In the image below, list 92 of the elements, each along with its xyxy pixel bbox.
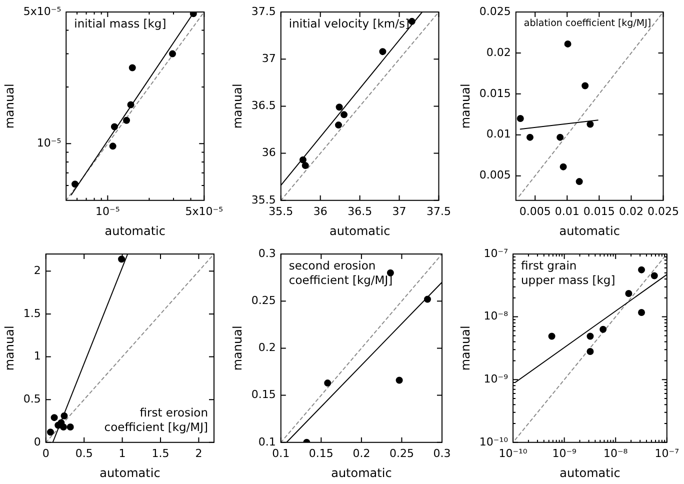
y-tick-label: 0.015 bbox=[479, 86, 511, 100]
point bbox=[556, 134, 564, 141]
x-tick-label: 0.025 bbox=[648, 204, 680, 218]
y-axis-title: manual bbox=[230, 326, 244, 371]
point bbox=[66, 423, 74, 430]
y-tick-label: 0.02 bbox=[486, 46, 511, 59]
text: initial mass [kg] bbox=[74, 16, 166, 31]
y-tick-label: 2 bbox=[34, 264, 41, 277]
x-tick-label: 37.5 bbox=[426, 204, 452, 218]
y-axis-title: manual bbox=[458, 326, 472, 371]
point bbox=[302, 162, 309, 170]
text: first erosion coefficient [kg/MJ] bbox=[104, 405, 208, 434]
x-axis-title: automatic bbox=[559, 224, 620, 238]
point bbox=[516, 114, 524, 122]
x-axis-title: automatic bbox=[331, 466, 392, 480]
x-tick-label: 0.02 bbox=[618, 204, 644, 218]
x-tick-label: 36.5 bbox=[348, 204, 372, 218]
y-tick-label: 37.5 bbox=[251, 4, 276, 18]
x-axis-title: automatic bbox=[104, 224, 166, 238]
y-tick-label: 5x10⁻⁵ bbox=[23, 4, 62, 18]
x-tick-label: 0.015 bbox=[583, 204, 615, 218]
point bbox=[340, 111, 348, 118]
x-tick-label: 0.25 bbox=[389, 446, 414, 460]
y-tick-label: 0.5 bbox=[23, 392, 41, 406]
y-tick-label: 10⁻¹⁰ bbox=[479, 435, 509, 448]
x-tick-label: 36 bbox=[313, 204, 328, 218]
y-tick-label: 0.2 bbox=[258, 341, 276, 354]
y-axis-title: manual bbox=[2, 326, 16, 371]
x-tick-label: 0.005 bbox=[519, 204, 551, 218]
x-tick-label: 10⁻⁹ bbox=[552, 446, 576, 460]
point bbox=[46, 428, 54, 436]
y-tick-label: 35.5 bbox=[251, 193, 276, 206]
y-tick-label: 10⁻⁸ bbox=[484, 310, 509, 323]
y-tick-label: 1.5 bbox=[23, 306, 41, 320]
x-tick-label: 10⁻⁵ bbox=[96, 204, 120, 218]
x-tick-label: 0.2 bbox=[352, 446, 370, 460]
y-tick-label: 10⁻⁵ bbox=[36, 136, 62, 150]
y-tick-label: 0.25 bbox=[251, 294, 276, 307]
point bbox=[576, 178, 583, 186]
x-tick-label: 10⁻⁸ bbox=[603, 446, 628, 460]
x-tick-label: 0.1 bbox=[272, 446, 290, 460]
point bbox=[396, 376, 403, 384]
x-tick-label: 1 bbox=[118, 446, 126, 460]
point bbox=[60, 412, 68, 420]
text: initial velocity [km/s] bbox=[288, 16, 410, 31]
y-tick-label: 0.3 bbox=[258, 246, 276, 260]
point bbox=[408, 18, 416, 25]
point bbox=[50, 414, 58, 422]
x-tick-label: 37 bbox=[392, 204, 406, 218]
y-tick-label: 1 bbox=[34, 350, 41, 363]
x-tick-label: 0.01 bbox=[554, 204, 580, 218]
point bbox=[564, 40, 572, 48]
point bbox=[582, 82, 589, 90]
point bbox=[586, 120, 594, 128]
y-axis-title: manual bbox=[2, 84, 16, 129]
point bbox=[299, 156, 306, 164]
y-tick-label: 10⁻⁷ bbox=[484, 246, 508, 260]
x-tick-label: 2 bbox=[195, 446, 202, 460]
text: first grain upper mass [kg] bbox=[521, 258, 616, 288]
y-tick-label: 0.005 bbox=[479, 168, 511, 182]
x-axis-title: automatic bbox=[100, 466, 160, 480]
point bbox=[526, 134, 534, 141]
y-axis-title: manual bbox=[230, 84, 244, 129]
y-tick-label: 0.15 bbox=[251, 388, 276, 402]
y-tick-label: 0.1 bbox=[258, 435, 276, 448]
y-tick-label: 0.01 bbox=[486, 128, 511, 141]
point bbox=[379, 48, 386, 56]
point bbox=[336, 104, 343, 111]
point bbox=[324, 380, 332, 387]
y-tick-label: 0 bbox=[34, 435, 41, 448]
point bbox=[560, 163, 567, 170]
y-tick-label: 36 bbox=[262, 146, 276, 160]
y-tick-label: 10⁻⁹ bbox=[484, 372, 508, 386]
point bbox=[335, 122, 342, 129]
x-tick-label: 1.5 bbox=[152, 446, 170, 460]
x-tick-label: 10⁻⁷ bbox=[654, 446, 680, 460]
y-tick-label: 36.5 bbox=[251, 99, 276, 112]
point bbox=[60, 423, 67, 430]
x-tick-label: 0.5 bbox=[75, 446, 93, 460]
x-axis-title: automatic bbox=[560, 466, 620, 480]
y-tick-label: 37 bbox=[262, 52, 276, 65]
y-axis-title: manual bbox=[458, 84, 472, 129]
point bbox=[424, 296, 431, 303]
y-tick-label: 0.025 bbox=[479, 4, 511, 18]
x-tick-label: 5x10⁻⁵ bbox=[185, 204, 224, 218]
text: second erosion coefficient [kg/MJ] bbox=[288, 258, 393, 288]
point bbox=[118, 256, 126, 263]
x-tick-label: 10⁻¹⁰ bbox=[498, 446, 528, 460]
text: ablation coefficient [kg/MJ] bbox=[524, 18, 652, 30]
x-axis-title: automatic bbox=[329, 224, 390, 238]
x-tick-label: 0.15 bbox=[308, 446, 334, 460]
x-tick-label: 0.3 bbox=[433, 446, 451, 460]
